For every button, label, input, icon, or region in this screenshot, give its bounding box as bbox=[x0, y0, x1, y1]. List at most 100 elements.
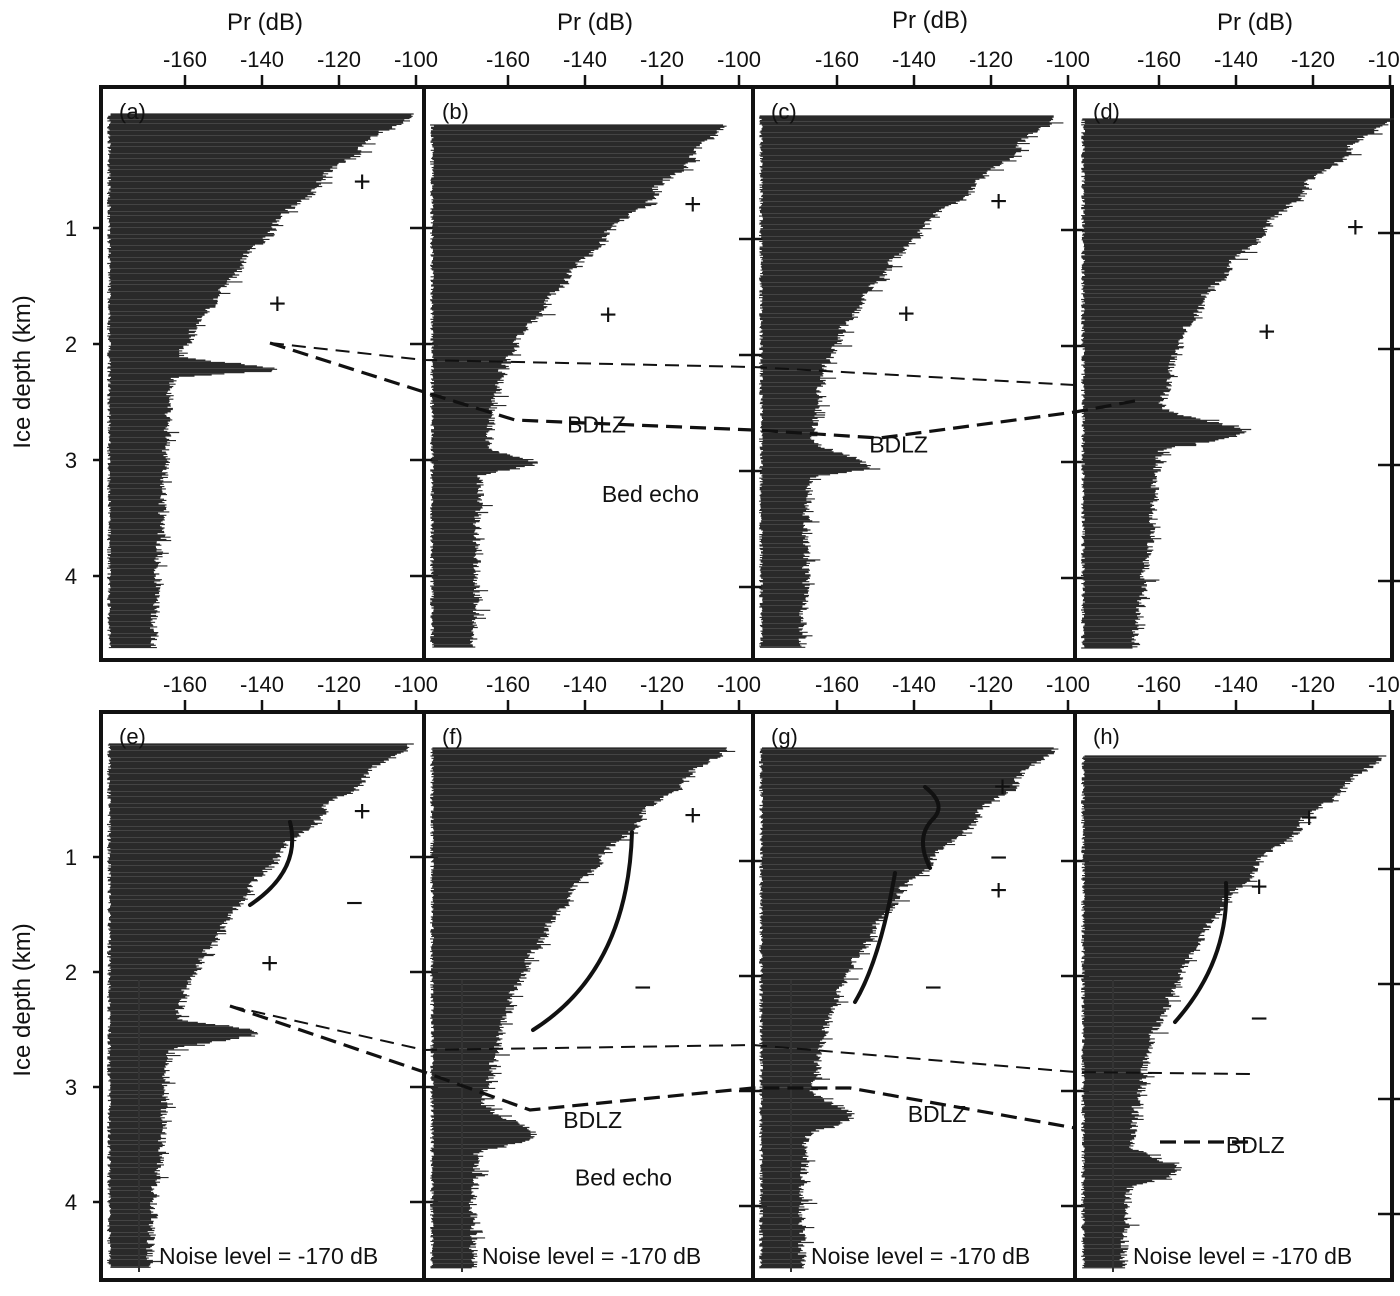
y-tick-label: 1 bbox=[65, 216, 77, 241]
panel-f: Noise level = -170 dB -160 -140 -120 -100 (f)… bbox=[422, 672, 767, 1282]
connector-lines bbox=[229, 341, 1251, 1144]
x-tick-label: -120 bbox=[640, 47, 684, 72]
x-tick-label: -160 bbox=[486, 47, 530, 72]
bracket-g-lower bbox=[853, 871, 897, 1004]
y-tick-label: 3 bbox=[65, 448, 77, 473]
panel-e: Noise level = -170 dB -160 -140 -120 -100 1 2 3… bbox=[65, 672, 438, 1282]
polarity-sign: + bbox=[1250, 870, 1268, 903]
polarity-sign: + bbox=[269, 287, 287, 320]
panel-h: Noise level = -170 dB -160 -140 -120 -100 (h)… bbox=[1073, 672, 1400, 1282]
polarity-sign: + bbox=[994, 770, 1012, 803]
top-axis-title: Pr (dB) bbox=[892, 7, 968, 34]
layer-annotation: BDLZ bbox=[908, 1101, 967, 1127]
bracket-g-upper bbox=[921, 785, 941, 870]
y-tick-label: 2 bbox=[65, 960, 77, 985]
noise-level-label: Noise level = -170 dB bbox=[482, 1243, 701, 1269]
polarity-sign: + bbox=[684, 188, 702, 221]
x-tick-label: -120 bbox=[640, 672, 684, 697]
layer-annotation: BDLZ bbox=[563, 1107, 622, 1133]
bdlz-bottom-connector bbox=[229, 1005, 1251, 1075]
noise-level-label: Noise level = -170 dB bbox=[811, 1243, 1030, 1269]
y-tick-label: 1 bbox=[65, 845, 77, 870]
polarity-sign: + bbox=[990, 185, 1008, 218]
bracket-e bbox=[248, 820, 295, 907]
signal-trace bbox=[1081, 755, 1387, 1269]
panel-letter: (h) bbox=[1093, 724, 1120, 749]
x-tick-label: -100 bbox=[717, 672, 761, 697]
x-tick-label: -140 bbox=[892, 672, 936, 697]
y-tick-label: 4 bbox=[65, 1190, 77, 1215]
panel-letter: (d) bbox=[1093, 99, 1120, 124]
polarity-sign: + bbox=[1258, 316, 1276, 349]
polarity-sign: + bbox=[1347, 211, 1365, 244]
x-tick-label: -160 bbox=[163, 672, 207, 697]
panel-frame bbox=[1073, 85, 1394, 662]
x-tick-label: -160 bbox=[815, 672, 859, 697]
layer-annotation: BDLZ bbox=[869, 432, 928, 458]
left-axis-title: Ice depth (km) bbox=[9, 923, 36, 1076]
polarity-sign: + bbox=[353, 166, 371, 199]
panel-letter: (b) bbox=[442, 99, 469, 124]
x-tick-label: -100 bbox=[717, 47, 761, 72]
x-tick-label: -140 bbox=[563, 47, 607, 72]
bed-echo-connector bbox=[269, 341, 1141, 440]
layer-annotation: BDLZ bbox=[1226, 1132, 1285, 1158]
x-tick-label: -140 bbox=[240, 47, 284, 72]
bdlz-top-connector bbox=[269, 342, 1076, 386]
x-tick-label: -100 bbox=[1368, 672, 1400, 697]
x-tick-label: -120 bbox=[969, 47, 1013, 72]
polarity-sign: + bbox=[261, 947, 279, 980]
panel-grid: -160 -140 -120 -100 1 2 3 4 (a) + + -160 -140 -120 -10… bbox=[9, 7, 1400, 1282]
polarity-sign: − bbox=[346, 887, 364, 920]
panel-letter: (f) bbox=[442, 724, 463, 749]
panel-letter: (g) bbox=[771, 724, 798, 749]
polarity-sign: + bbox=[898, 298, 916, 331]
x-tick-label: -160 bbox=[163, 47, 207, 72]
noise-level-label: Noise level = -170 dB bbox=[1133, 1243, 1352, 1269]
x-tick-label: -140 bbox=[1214, 672, 1258, 697]
x-tick-label: -100 bbox=[1046, 672, 1090, 697]
y-tick-label: 3 bbox=[65, 1075, 77, 1100]
x-tick-label: -160 bbox=[1137, 672, 1181, 697]
panel-letter: (e) bbox=[119, 724, 146, 749]
x-tick-label: -160 bbox=[815, 47, 859, 72]
left-axis-title: Ice depth (km) bbox=[9, 295, 36, 448]
signal-trace bbox=[107, 113, 414, 649]
polarity-sign: − bbox=[924, 972, 942, 1005]
panel-g: Noise level = -170 dB -160 -140 -120 -100 (g)… bbox=[751, 672, 1090, 1282]
bracket-f bbox=[531, 830, 634, 1032]
layer-annotation: Bed echo bbox=[602, 481, 699, 507]
layer-annotation: Bed echo bbox=[575, 1164, 672, 1190]
x-tick-label: -100 bbox=[394, 672, 438, 697]
signal-trace bbox=[759, 747, 1059, 1269]
x-tick-label: -160 bbox=[486, 672, 530, 697]
x-tick-label: -140 bbox=[240, 672, 284, 697]
polarity-sign: + bbox=[353, 795, 371, 828]
polarity-sign: + bbox=[684, 799, 702, 832]
panel-d: -160 -140 -120 -100 (d) + + bbox=[1073, 47, 1400, 662]
polarity-sign: − bbox=[634, 972, 652, 1005]
top-axis-title: Pr (dB) bbox=[227, 9, 303, 36]
signal-trace bbox=[430, 747, 736, 1269]
y-tick-label: 4 bbox=[65, 564, 77, 589]
signal-trace bbox=[430, 124, 727, 648]
x-tick-label: -140 bbox=[892, 47, 936, 72]
y-tick-label: 2 bbox=[65, 332, 77, 357]
x-tick-label: -140 bbox=[1214, 47, 1258, 72]
polarity-sign: − bbox=[990, 842, 1008, 875]
signal-trace bbox=[759, 115, 1064, 648]
x-tick-label: -140 bbox=[563, 672, 607, 697]
bracket-h bbox=[1173, 881, 1229, 1024]
top-axis-title: Pr (dB) bbox=[1217, 9, 1293, 36]
x-tick-label: -120 bbox=[317, 672, 361, 697]
polarity-sign: − bbox=[1250, 1003, 1268, 1036]
polarity-sign: + bbox=[599, 298, 617, 331]
panel-letter: (a) bbox=[119, 99, 146, 124]
x-tick-label: -120 bbox=[1291, 47, 1335, 72]
panel-frame bbox=[1073, 710, 1394, 1282]
x-tick-label: -160 bbox=[1137, 47, 1181, 72]
signal-trace bbox=[1081, 118, 1394, 649]
panel-c: -160 -140 -120 -100 (c) + + BDLZ bbox=[751, 47, 1090, 662]
